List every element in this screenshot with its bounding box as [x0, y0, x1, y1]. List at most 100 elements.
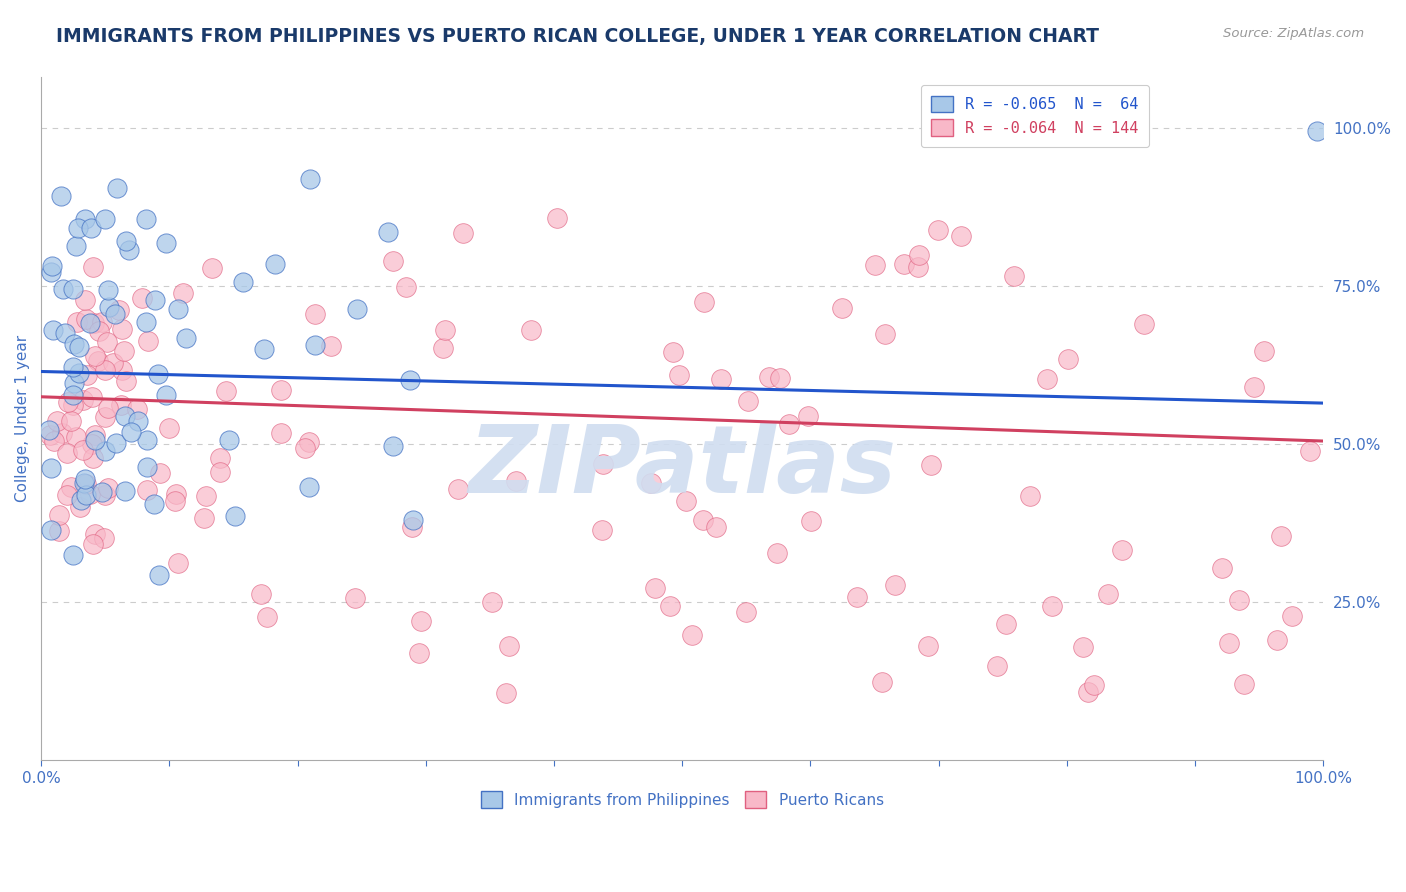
Point	[408, 646, 430, 660]
Point	[83, 349, 105, 363]
Point	[155, 388, 177, 402]
Point	[250, 587, 273, 601]
Text: IMMIGRANTS FROM PHILIPPINES VS PUERTO RICAN COLLEGE, UNDER 1 YEAR CORRELATION CH: IMMIGRANTS FROM PHILIPPINES VS PUERTO RI…	[56, 27, 1099, 45]
Point	[193, 511, 215, 525]
Point	[402, 513, 425, 527]
Point	[1211, 561, 1233, 575]
Point	[165, 486, 187, 500]
Point	[72, 442, 94, 457]
Point	[56, 488, 79, 502]
Point	[104, 436, 127, 450]
Point	[401, 520, 423, 534]
Point	[38, 423, 60, 437]
Point	[56, 446, 79, 460]
Point	[110, 398, 132, 412]
Point	[73, 212, 96, 227]
Point	[52, 282, 75, 296]
Point	[94, 488, 117, 502]
Point	[167, 557, 190, 571]
Point	[82, 260, 104, 275]
Point	[298, 480, 321, 494]
Point	[79, 487, 101, 501]
Point	[131, 292, 153, 306]
Point	[949, 229, 972, 244]
Point	[870, 675, 893, 690]
Point	[519, 322, 541, 336]
Point	[1253, 343, 1275, 358]
Point	[1227, 593, 1250, 607]
Point	[62, 282, 84, 296]
Point	[735, 605, 758, 619]
Point	[498, 639, 520, 653]
Point	[111, 363, 134, 377]
Point	[194, 489, 217, 503]
Point	[765, 546, 787, 560]
Text: Source: ZipAtlas.com: Source: ZipAtlas.com	[1223, 27, 1364, 40]
Point	[505, 474, 527, 488]
Point	[1233, 677, 1256, 691]
Point	[304, 338, 326, 352]
Text: ZIPatlas: ZIPatlas	[468, 421, 896, 513]
Point	[591, 523, 613, 537]
Point	[232, 276, 254, 290]
Point	[846, 590, 869, 604]
Point	[94, 410, 117, 425]
Point	[884, 578, 907, 592]
Point	[108, 303, 131, 318]
Point	[103, 355, 125, 369]
Point	[693, 295, 716, 310]
Point	[681, 628, 703, 642]
Point	[143, 497, 166, 511]
Point	[75, 477, 97, 491]
Point	[215, 384, 238, 398]
Point	[53, 326, 76, 340]
Point	[1265, 632, 1288, 647]
Point	[83, 316, 105, 330]
Point	[58, 394, 80, 409]
Y-axis label: College, Under 1 year: College, Under 1 year	[15, 335, 30, 502]
Point	[157, 420, 180, 434]
Point	[907, 260, 929, 274]
Point	[737, 394, 759, 409]
Point	[546, 211, 568, 225]
Point	[62, 549, 84, 563]
Point	[1057, 352, 1080, 367]
Point	[48, 524, 70, 539]
Point	[769, 371, 792, 385]
Point	[346, 301, 368, 316]
Point	[661, 345, 683, 359]
Point	[920, 458, 942, 472]
Point	[111, 322, 134, 336]
Point	[644, 582, 666, 596]
Point	[209, 466, 232, 480]
Point	[118, 243, 141, 257]
Point	[94, 443, 117, 458]
Point	[94, 212, 117, 227]
Point	[148, 368, 170, 382]
Point	[831, 301, 853, 315]
Point	[1019, 489, 1042, 503]
Point	[1002, 269, 1025, 284]
Point	[668, 368, 690, 382]
Point	[447, 483, 470, 497]
Point	[136, 434, 159, 448]
Point	[104, 308, 127, 322]
Point	[710, 372, 733, 386]
Point	[218, 433, 240, 447]
Point	[91, 484, 114, 499]
Point	[873, 326, 896, 341]
Point	[592, 457, 614, 471]
Point	[67, 221, 90, 235]
Point	[1111, 543, 1133, 558]
Point	[797, 409, 820, 424]
Point	[377, 225, 399, 239]
Point	[41, 259, 63, 273]
Point	[41, 265, 63, 279]
Point	[270, 384, 292, 398]
Point	[1040, 599, 1063, 614]
Point	[256, 610, 278, 624]
Point	[135, 483, 157, 497]
Point	[659, 599, 682, 614]
Point	[115, 234, 138, 248]
Point	[125, 402, 148, 417]
